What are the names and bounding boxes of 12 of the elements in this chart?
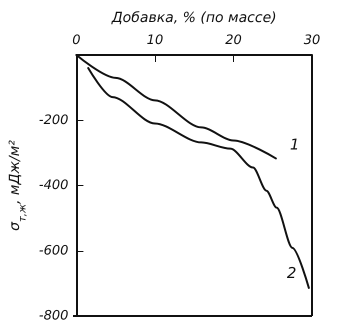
y-tick-label: -600 xyxy=(38,243,68,258)
y-axis-title: σт,ж, мДж/м² xyxy=(7,140,28,231)
y-tick-label: -200 xyxy=(38,112,68,128)
x-tick-label: 0 xyxy=(72,33,81,48)
x-tick-label: 30 xyxy=(304,33,320,48)
series-label: 1 xyxy=(290,135,300,154)
x-tick-label: 10 xyxy=(146,33,164,48)
x-tick-label: 20 xyxy=(225,33,242,48)
series-label: 2 xyxy=(286,264,296,282)
x-axis-title: Добавка, % (по массе) xyxy=(110,10,277,26)
y-tick-label: -400 xyxy=(38,178,68,193)
y-tick-label: -800 xyxy=(38,308,68,324)
